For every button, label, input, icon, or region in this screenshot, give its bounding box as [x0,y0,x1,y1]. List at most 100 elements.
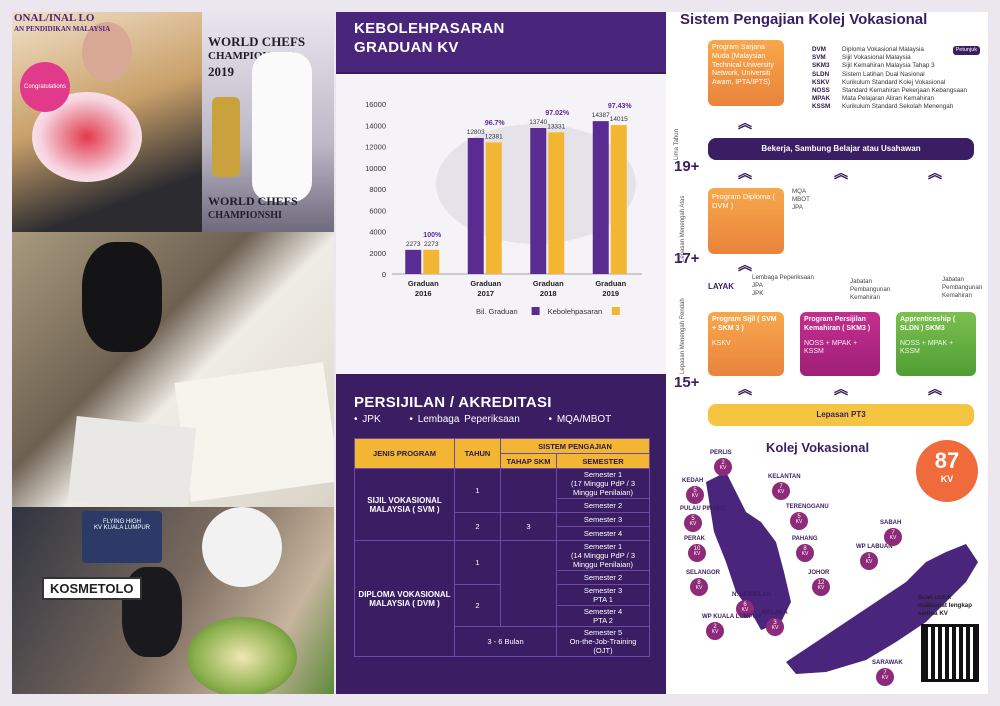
chevron-up-icon: ︽ [738,165,752,181]
state-pin: 12 KV [812,578,830,596]
state-label: KEDAH [682,478,704,484]
x-tick-label: Graduan [595,279,626,288]
photo-collage: Congratulations ONAL/INAL LO AN PENDIDIK… [12,12,334,694]
peninsular-map [706,472,791,630]
th-program: JENIS PROGRAM [354,438,455,469]
chevron-up-icon: ︽ [738,381,752,397]
dvm-s3: Semester 3 PTA 1 [556,584,650,606]
chart-header: KEBOLEHPASARAN GRADUAN KV [336,12,666,72]
chart-title-line2: GRADUAN KV [354,39,459,56]
state-pin: 6 KV [736,600,754,618]
state-label: JOHOR [808,570,830,576]
chevron-up-icon: ︽ [834,381,848,397]
svm-s1: Semester 1 (17 Minggu PdP / 3 Minggu Peni… [556,468,650,499]
world-chefs-text: WORLD CHEFS [208,34,306,49]
acc-body: • MQA/MBOT [548,414,612,425]
svm-year2: 2 [454,512,501,541]
state-label: PERLIS [710,450,732,456]
chart-area: 0 2000 4000 6000 8000 10000 12000 14000 16000 227… [336,74,666,374]
chevron-up-icon: ︽ [738,257,752,273]
acc-body: • Lembaga Peperiksaan [409,414,520,425]
apprenticeship-box: Apprenticeship ( SLDN ) SKM3 NOSS + MPAK… [896,312,976,376]
sketch-paper [174,362,334,502]
state-label: N. SEMBILAN [732,592,771,598]
x-tick-label: 2018 [540,289,557,298]
diploma-box: Program Diploma ( DVM ) [708,188,784,254]
state-pin: 5 KV [686,486,704,504]
state-label: TERENGGANU [786,504,829,510]
svm-s4: Semester 4 [556,526,650,541]
world-chefs-bottom: WORLD CHEFS [208,194,298,208]
age-15: 15+ [674,374,700,391]
y-tick-label: 0 [382,270,386,279]
lepasan-rendah-label: Lepasan Menengah Rendah [680,298,686,374]
y-tick-label: 6000 [369,206,386,215]
data-label: 13740 [529,119,547,126]
dvm-ojt-duration: 3 - 6 Bulan [454,626,557,657]
state-label: PERAK [684,536,706,542]
svm-skm-empty [500,468,557,513]
system-title: Sistem Pengajian Kolej Vokasional [680,12,928,28]
state-label: SABAH [880,520,902,526]
bar [530,128,547,274]
legend-box: Petunjuk DVM Diploma Vokasional Malaysia … [812,46,984,140]
state-pin: 7 KV [876,668,894,686]
chart-title-line1: KEBOLEHPASARAN [354,20,505,37]
data-label: 12381 [485,133,503,140]
legend-item: KSSM Kurikulum Standard Sekolah Menengah [812,103,954,111]
sijil-box: Program Sijil ( SVM + SKM 3 ) KSKV [708,312,784,376]
trophy-icon [212,97,240,177]
y-tick-label: 12000 [365,143,386,152]
y-tick-label: 14000 [365,121,386,130]
th-skm: TAHAP SKM [500,453,557,469]
scan-text: Scan untuk maklumat lengkap semua KV [918,594,972,617]
bar [610,125,627,274]
th-system: SISTEM PENGAJIAN [500,438,650,454]
accreditation-title: PERSIJILAN / AKREDITASI [354,394,552,411]
legend-item: SKM3 Sijil Kemahiran Malaysia Tahap 3 [812,62,935,70]
data-label: 14015 [610,116,628,123]
percent-label: 100% [423,232,442,239]
persijilan-box: Program Persijilan Kemahiran ( SKM3 ) NO… [800,312,880,376]
legend-item: DVM Diploma Vokasional Malaysia [812,46,924,53]
chevron-up-icon: ︽ [928,381,942,397]
logo-subtext: KV KUALA LUMPUR [93,525,151,531]
y-tick-label: 4000 [369,228,386,237]
photo-cosmetology-culinary: FLYING HIGH KV KUALA LUMPUR [12,507,334,694]
dvm-s1: Semester 1 (14 Minggu PdP / 3 Minggu Peni… [556,540,650,571]
age-17: 17+ [674,250,700,267]
state-pin: 2 KV [714,458,732,476]
data-label: 2273 [406,241,421,248]
dvm-year1: 1 [454,540,501,585]
state-pin: 5 KV [684,514,702,532]
state-pin: 8 KV [796,544,814,562]
diploma-bodies: MQA MBOT JPA [792,188,810,211]
bar-chart: 0 2000 4000 6000 8000 10000 12000 14000 16000 227… [365,100,642,316]
graduate-figure [82,22,132,82]
program-sarjana-box: Program Sarjana Muda (Malaysian Technica… [708,40,784,106]
qr-code[interactable] [921,624,979,682]
acc-body: • JPK [354,414,381,425]
state-label: SELANGOR [686,570,721,576]
legend-label: Kebolehpasaran [548,307,603,316]
borneo-map [786,544,978,674]
malaysia-map [706,472,978,674]
state-pin: 8 KV [690,578,708,596]
state-label: PULAU PINANG [680,506,726,512]
svm-year1: 1 [454,468,501,513]
x-tick-label: 2016 [415,289,432,298]
year-text: 2019 [208,64,234,79]
bar [592,121,609,274]
x-tick-label: 2017 [477,289,494,298]
th-year: TAHUN [454,438,501,469]
state-pin: 1 KV [860,552,878,570]
chef-hat [202,507,282,587]
lembaga-bodies: Lembaga Peperiksaan JPA JPK [752,274,814,297]
jabatan-2: Jabatan Pembangunan Kemahiran [942,276,983,299]
designer-figure [82,242,162,352]
chevron-up-icon: ︽ [738,115,752,131]
dvm-s5: Semester 5 On-the-Job-Training (OJT) [556,626,650,657]
data-label: 14387 [592,112,610,119]
banner-subtext: AN PENDIDIKAN MALAYSIA [14,25,111,33]
legend-item: KSKV Kurikulum Standard Kolej Vokasional [812,78,946,86]
